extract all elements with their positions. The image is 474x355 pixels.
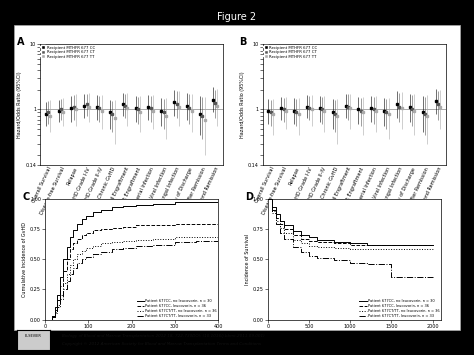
- Text: B: B: [239, 37, 247, 47]
- Y-axis label: Cumulative Incidence of GvHD: Cumulative Incidence of GvHD: [22, 222, 27, 297]
- Legend: Patient 677CC, no leucovorin, n = 30, Patient 677CC, leucovorin, n = 36, Patient: Patient 677CC, no leucovorin, n = 30, Pa…: [137, 299, 217, 318]
- Y-axis label: Hazard/Odds Ratio (95%CI): Hazard/Odds Ratio (95%CI): [240, 71, 245, 138]
- Text: Biology of Blood and Marrow Transplantation 2012 18, 722-730DOI: (10.1016/j.bbmt: Biology of Blood and Marrow Transplantat…: [62, 334, 264, 338]
- Text: D: D: [246, 192, 253, 202]
- Y-axis label: Incidence of Survival: Incidence of Survival: [245, 234, 250, 285]
- X-axis label: Post-transplant time (days): Post-transplant time (days): [98, 332, 165, 337]
- X-axis label: Post-transplant time (days): Post-transplant time (days): [321, 332, 388, 337]
- Text: Figure 2: Figure 2: [218, 12, 256, 22]
- Legend: Recipient MTHFR 677 CC, Recipient MTHFR 677 CT, Recipient MTHFR 677 TT: Recipient MTHFR 677 CC, Recipient MTHFR …: [264, 45, 318, 59]
- Text: ELSEVIER: ELSEVIER: [25, 334, 42, 338]
- Text: C: C: [23, 192, 30, 202]
- Y-axis label: Hazard/Odds Ratio (95%CI): Hazard/Odds Ratio (95%CI): [18, 71, 22, 138]
- Text: A: A: [17, 37, 24, 47]
- Text: Copyright © 2012 American Society for Blood and Marrow Transplantation Terms and: Copyright © 2012 American Society for Bl…: [62, 342, 261, 345]
- Legend: Patient 677CC, no leucovorin, n = 30, Patient 677CC, leucovorin, n = 36, Patient: Patient 677CC, no leucovorin, n = 30, Pa…: [359, 299, 440, 318]
- Legend: Recipient MTHFR 677 CC, Recipient MTHFR 677 CT, Recipient MTHFR 677 TT: Recipient MTHFR 677 CC, Recipient MTHFR …: [41, 45, 95, 59]
